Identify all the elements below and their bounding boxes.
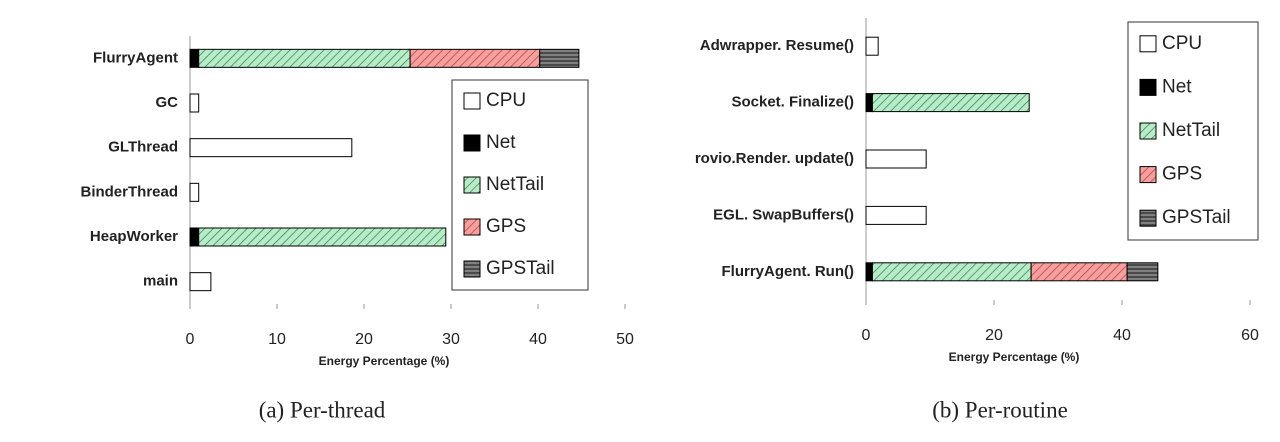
x-tick-label: 30 — [442, 331, 460, 348]
legend-label: NetTail — [1162, 120, 1220, 141]
category-label: EGL. SwapBuffers() — [713, 206, 854, 223]
bar-segment — [189, 182, 200, 202]
caption: (b) Per-routine — [932, 397, 1068, 422]
legend-swatch — [463, 134, 481, 152]
x-tick-label: 20 — [355, 331, 373, 348]
x-tick-label: 0 — [186, 331, 195, 348]
category-label: FlurryAgent — [93, 49, 178, 66]
x-axis-label: Energy Percentage (%) — [949, 350, 1080, 364]
category-label: HeapWorker — [90, 228, 178, 245]
legend-label: Net — [486, 132, 516, 153]
x-tick-label: 60 — [1241, 327, 1259, 344]
legend-swatch — [463, 260, 481, 278]
bar-segment — [189, 93, 200, 113]
legend-box — [451, 79, 589, 291]
legend-label: CPU — [1162, 33, 1202, 54]
legend-label: Net — [1162, 76, 1192, 97]
bar-segment — [1030, 262, 1128, 282]
legend-swatch — [463, 218, 481, 236]
category-label: rovio.Render. update() — [695, 150, 854, 167]
bar-segment — [871, 93, 1030, 113]
category-label: Adwrapper. Resume() — [700, 37, 854, 54]
bar-segment — [871, 262, 1032, 282]
category-label: GC — [156, 94, 179, 111]
category-label: BinderThread — [80, 183, 178, 200]
x-tick-label: 0 — [862, 327, 871, 344]
legend-swatch — [1139, 78, 1157, 96]
category-label: Socket. Finalize() — [731, 94, 854, 111]
legend-swatch — [1139, 122, 1157, 140]
bar-segment — [189, 227, 200, 247]
legend-label: CPU — [486, 90, 526, 111]
legend-swatch — [463, 176, 481, 194]
x-axis-label: Energy Percentage (%) — [319, 354, 450, 368]
legend-label: NetTail — [486, 174, 544, 195]
bar-segment — [539, 48, 580, 68]
bar-segment — [189, 48, 200, 68]
bar-segment — [865, 149, 927, 169]
legend-label: GPSTail — [486, 258, 555, 279]
bar-segment — [409, 48, 541, 68]
bar-segment — [865, 36, 879, 56]
bar-segment — [865, 262, 873, 282]
legend-swatch — [1139, 35, 1157, 53]
bar-segment — [865, 205, 927, 225]
x-tick-label: 40 — [1113, 327, 1131, 344]
legend-swatch — [1139, 209, 1157, 227]
bar-segment — [198, 227, 447, 247]
legend-swatch — [463, 92, 481, 110]
category-label: GLThread — [108, 139, 178, 156]
x-tick-label: 40 — [529, 331, 547, 348]
category-label: main — [143, 273, 178, 290]
legend-label: GPS — [486, 216, 526, 237]
bar-segment — [189, 272, 212, 292]
category-label: FlurryAgent. Run() — [722, 263, 855, 280]
bar-segment — [198, 48, 411, 68]
bar-segment — [1126, 262, 1159, 282]
bar-segment — [865, 93, 873, 113]
legend-label: GPS — [1162, 164, 1202, 185]
x-tick-label: 20 — [985, 327, 1003, 344]
legend-swatch — [1139, 166, 1157, 184]
legend-label: GPSTail — [1162, 207, 1231, 228]
x-tick-label: 50 — [616, 331, 634, 348]
caption: (a) Per-thread — [259, 397, 386, 422]
bar-segment — [189, 138, 353, 158]
x-tick-label: 10 — [268, 331, 286, 348]
